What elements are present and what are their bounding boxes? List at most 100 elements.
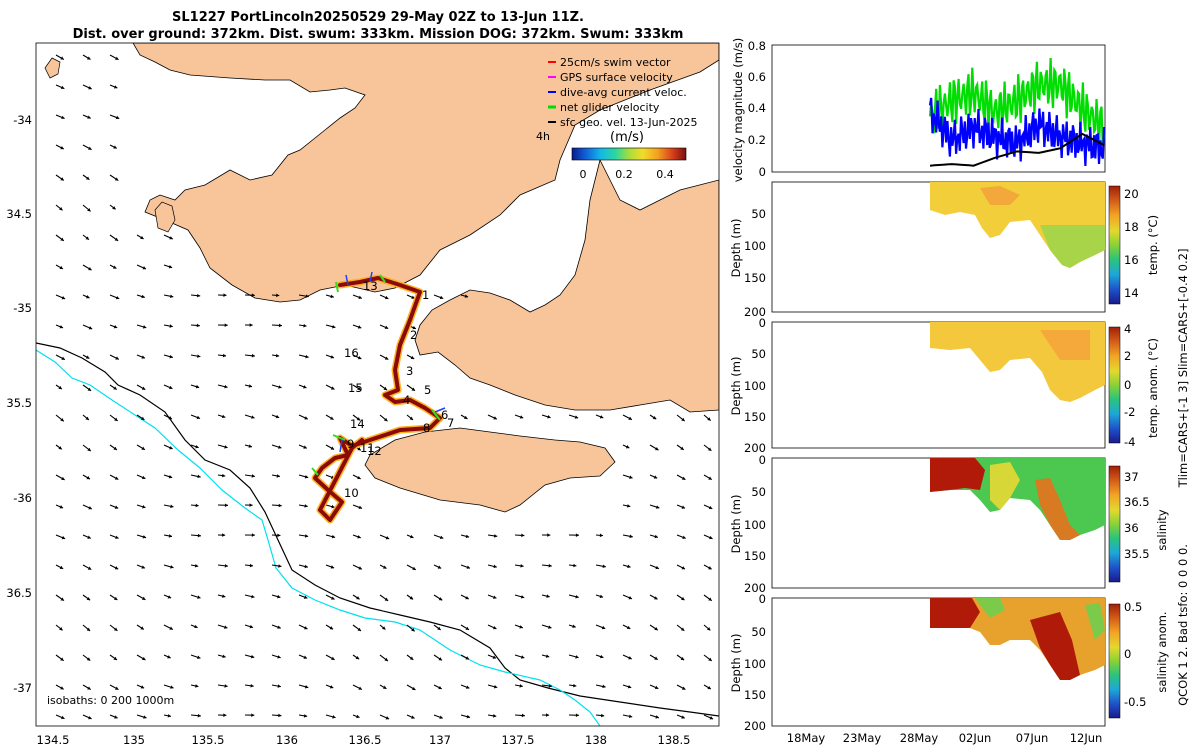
vel-y-tick: 0.4 (748, 101, 766, 115)
track-label-13: 13 (363, 279, 378, 293)
depth-panels: 50 100 150 200 0 50 100 150 200 0 50 100… (729, 182, 1190, 745)
p5-cbar-tick: 0 (1124, 647, 1131, 661)
p5-cbar-label: salinity anom. (1155, 611, 1169, 692)
track-label-1: 1 (422, 288, 429, 302)
map-y-tick: -34 (13, 113, 32, 127)
map-x-tick: 135.5 (192, 733, 225, 747)
depth-axes-ticks: 50 100 150 200 0 50 100 150 200 0 50 100… (744, 207, 766, 733)
vel-y-tick: 0.8 (748, 39, 766, 53)
track-label-4: 4 (403, 393, 410, 407)
vel-y-tick: 0.2 (748, 133, 766, 147)
map-y-tick: -35 (13, 301, 32, 315)
panel-velocity-y-axis: 0 0.2 0.4 0.6 0.8 (748, 39, 766, 179)
vel-y-tick: 0 (759, 165, 766, 179)
map-colorbar-tick-2: 0.4 (656, 168, 674, 181)
p3-y-tick: 150 (744, 410, 766, 424)
salinity-section-red (930, 458, 985, 492)
p3-y-tick: 50 (751, 347, 766, 361)
map-y-tick: 36.5 (6, 586, 32, 600)
legend-net-glider-velocity: net glider velocity (560, 101, 660, 114)
p3-y-tick: 0 (759, 316, 766, 330)
panels-x-axis: 18May 23May 28May 02Jun 07Jun 12Jun (787, 731, 1103, 745)
p2-cbar-label: temp. (°C) (1146, 215, 1160, 275)
p2-cbar-tick: 20 (1124, 187, 1139, 201)
figure-title-line-1: SL1227 PortLincoln20250529 29-May 02Z to… (172, 10, 584, 25)
panels-x-tick: 12Jun (1070, 731, 1103, 745)
figure-title-line-2: Dist. over ground: 372km. Dist. swum: 33… (73, 27, 684, 42)
panels-x-tick: 02Jun (959, 731, 992, 745)
temperature-colorbar (1109, 186, 1120, 304)
p4-cbar-tick: 36 (1124, 521, 1139, 535)
legend-gps-velocity: GPS surface velocity (560, 71, 673, 84)
colorbar-labels: temp. (°C) temp. anom. (°C) salinity sal… (1146, 215, 1190, 706)
map-colorbar-tick-1: 0.2 (615, 168, 633, 181)
track-label-14: 14 (350, 417, 365, 431)
p2-cbar-tick: 18 (1124, 220, 1139, 234)
p2-y-label: Depth (m) (729, 219, 743, 278)
p4-y-tick: 0 (759, 453, 766, 467)
p3-cbar-tick: -4 (1124, 435, 1135, 449)
isobaths-label: isobaths: 0 200 1000m (47, 694, 174, 707)
p3-cbar-tick: -2 (1124, 405, 1135, 419)
p3-cbar-tick: 2 (1124, 349, 1131, 363)
track-label-16: 16 (344, 346, 359, 360)
p2-cbar-tick: 14 (1124, 286, 1139, 300)
legend-sfc-geo-vel: sfc geo. vel. 13-Jun-2025 (560, 116, 697, 129)
panel-temperature-anomaly (772, 322, 1120, 448)
p2-y-tick: 50 (751, 207, 766, 221)
p5-y-tick: 200 (744, 719, 766, 733)
p4-y-tick: 50 (751, 485, 766, 499)
legend-swim-vector: 25cm/s swim vector (560, 56, 671, 69)
side-note-limits: Tlim=CARS+[-1 3] Slim=CARS+[-0.4 0.2] (1176, 249, 1190, 489)
p4-cbar-tick: 36.5 (1124, 495, 1150, 509)
p2-y-tick: 100 (744, 239, 766, 253)
map-x-tick: 134.5 (37, 733, 70, 747)
panel-salinity-anomaly (772, 598, 1120, 726)
panels-x-tick: 18May (787, 731, 826, 745)
map-x-tick: 135 (123, 733, 145, 747)
panels-x-tick: 07Jun (1016, 731, 1049, 745)
panel-salinity (772, 458, 1120, 588)
p4-y-tick: 100 (744, 518, 766, 532)
map-colorbar-tick-0: 0 (580, 168, 587, 181)
p3-y-label: Depth (m) (729, 357, 743, 416)
depth-axes-labels: Depth (m) Depth (m) Depth (m) Depth (m) (729, 219, 743, 693)
legend-dive-avg-current: dive-avg current veloc. (560, 86, 687, 99)
panel-velocity: 0 0.2 0.4 0.6 0.8 velocity magnitude (m/… (731, 38, 1105, 183)
p3-y-tick: 100 (744, 379, 766, 393)
track-label-3: 3 (406, 364, 413, 378)
track-label-12: 12 (367, 444, 382, 458)
map-x-tick: 136.5 (349, 733, 382, 747)
p2-y-tick: 150 (744, 271, 766, 285)
panel-temperature (772, 182, 1120, 312)
track-label-8: 8 (423, 421, 430, 435)
side-note-qc: QCOK 1 2. Bad tsfo: 0 0 0 0. (1176, 544, 1190, 706)
p5-y-tick: 100 (744, 657, 766, 671)
map-y-tick: -37 (13, 681, 32, 695)
track-label-15: 15 (348, 381, 363, 395)
p4-cbar-tick: 35.5 (1124, 547, 1150, 561)
map-x-tick: 137 (429, 733, 451, 747)
track-label-10: 10 (344, 486, 359, 500)
salinity-anomaly-colorbar (1109, 604, 1120, 718)
p5-y-label: Depth (m) (729, 634, 743, 693)
p3-cbar-tick: 0 (1124, 378, 1131, 392)
p5-y-tick: 0 (759, 592, 766, 606)
map-y-tick: 34.5 (6, 207, 32, 221)
salinity-colorbar (1109, 466, 1120, 582)
p4-cbar-label: salinity (1155, 509, 1169, 550)
p5-y-tick: 50 (751, 625, 766, 639)
map-colorbar-title: (m/s) (610, 130, 644, 145)
track-label-7: 7 (447, 416, 454, 430)
track-label-9: 9 (347, 437, 354, 451)
map-y-tick: -36 (13, 491, 32, 505)
map-panel: 1 2 3 4 5 6 7 8 9 10 11 12 13 14 15 16 (6, 43, 719, 747)
map-x-tick: 137.5 (502, 733, 535, 747)
track-label-5: 5 (424, 383, 431, 397)
map-x-tick: 138.5 (658, 733, 691, 747)
map-x-tick: 138 (585, 733, 607, 747)
track-label-2: 2 (410, 328, 417, 342)
map-y-tick: 35.5 (6, 396, 32, 410)
